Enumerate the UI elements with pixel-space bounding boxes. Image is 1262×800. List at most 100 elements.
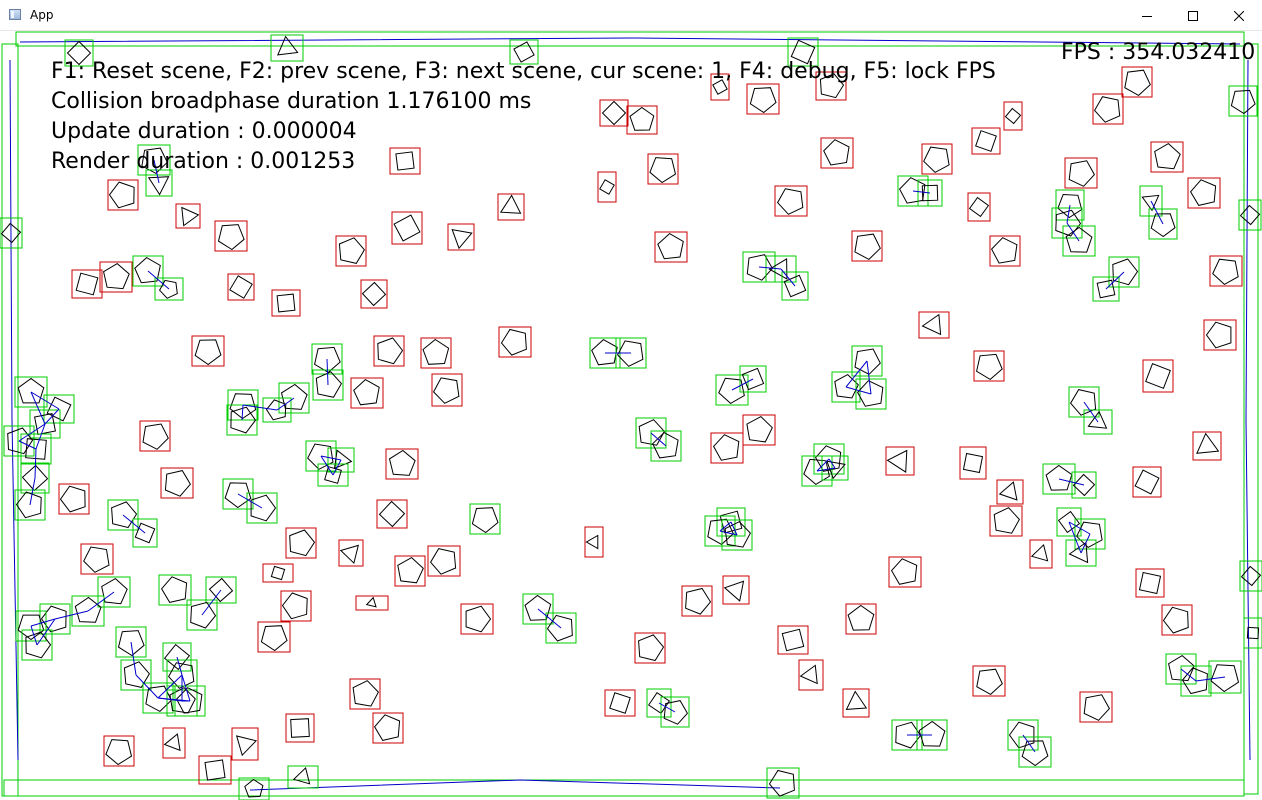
- body-aabb: [226, 404, 258, 436]
- contact-normal-line: [276, 397, 295, 411]
- body-pentagon-shape: [1181, 667, 1208, 695]
- body-pentagon-shape: [141, 147, 168, 175]
- body-aabb: [137, 144, 171, 176]
- body-aabb: [721, 519, 753, 551]
- contact-normal-line: [30, 391, 60, 410]
- body-aabb: [842, 688, 870, 718]
- body-pentagon-shape: [649, 157, 677, 184]
- body-aabb: [214, 220, 248, 252]
- body-pentagon-shape: [429, 548, 457, 575]
- body-aabb: [855, 378, 887, 410]
- body-pentagon-shape: [819, 73, 845, 99]
- body-pentagon-shape: [217, 224, 245, 251]
- body-aabb: [1092, 276, 1120, 302]
- body-triangle-shape: [181, 206, 200, 227]
- body-aabb: [285, 527, 317, 559]
- body-aabb: [498, 326, 532, 358]
- body-aabb: [317, 463, 349, 487]
- body-square-shape: [1004, 107, 1022, 125]
- contact-normal-line: [719, 530, 738, 536]
- body-pentagon-shape: [918, 720, 946, 747]
- body-aabb: [132, 518, 158, 548]
- body-pentagon-shape: [175, 687, 203, 714]
- body-pentagon-shape: [74, 596, 102, 623]
- contact-normal-line: [135, 674, 159, 699]
- body-aabb: [973, 350, 1005, 382]
- body-pentagon-shape: [1008, 721, 1035, 749]
- fps-counter: FPS : 354.032410: [1061, 40, 1256, 65]
- contact-normal-line: [153, 159, 160, 184]
- boundary-right-line: [1245, 59, 1251, 761]
- body-aabb: [1203, 319, 1237, 351]
- body-pentagon-shape: [923, 146, 950, 174]
- contact-normal-line: [816, 467, 836, 472]
- render-viewport[interactable]: F1: Reset scene, F2: prev scene, F3: nex…: [0, 31, 1262, 800]
- contact-normal-line: [845, 360, 868, 388]
- body-aabb: [469, 503, 501, 535]
- contact-normal-line: [176, 656, 183, 676]
- body-square-shape: [599, 179, 615, 195]
- body-aabb: [801, 455, 833, 487]
- contact-normal-line: [241, 404, 244, 421]
- body-aabb: [99, 261, 133, 293]
- maximize-button[interactable]: [1170, 0, 1216, 31]
- body-pentagon-shape: [142, 423, 169, 450]
- body-pentagon-shape: [373, 714, 401, 741]
- body-pentagon-shape: [895, 721, 922, 749]
- body-triangle-shape: [147, 176, 170, 196]
- body-triangle-shape: [799, 664, 818, 685]
- body-aabb: [394, 555, 426, 587]
- body-aabb: [1083, 409, 1113, 435]
- body-aabb: [80, 543, 114, 575]
- body-pentagon-shape: [724, 521, 752, 548]
- body-square-shape: [0, 222, 22, 244]
- body-aabb: [599, 99, 629, 127]
- hud-render-text: Render duration : 0.001253: [51, 149, 356, 174]
- body-aabb: [1150, 141, 1184, 173]
- body-aabb: [1228, 85, 1258, 117]
- body-aabb: [715, 374, 749, 406]
- body-pentagon-shape: [663, 700, 689, 725]
- body-pentagon-shape: [388, 449, 416, 476]
- body-aabb: [654, 231, 688, 263]
- contact-normal-line: [719, 521, 732, 532]
- body-triangle-shape: [826, 460, 846, 480]
- body-aabb: [174, 685, 206, 717]
- body-square-shape: [276, 293, 296, 313]
- body-aabb: [205, 576, 237, 604]
- body-pentagon-shape: [25, 631, 52, 659]
- body-pentagon-shape: [123, 661, 151, 688]
- contact-normal-line: [1083, 401, 1099, 423]
- body-aabb: [996, 479, 1024, 505]
- body-pentagon-shape: [432, 377, 460, 404]
- contact-normal-line: [658, 702, 676, 713]
- body-aabb: [781, 271, 809, 301]
- body-aabb: [1139, 185, 1163, 217]
- body-pentagon-shape: [353, 378, 380, 406]
- body-pentagon-shape: [352, 680, 380, 707]
- body-aabb: [14, 376, 48, 408]
- window-titlebar[interactable]: App: [0, 0, 1262, 31]
- body-aabb: [154, 277, 184, 301]
- boundary-bottom-line: [249, 779, 781, 791]
- body-pentagon-shape: [17, 377, 45, 404]
- window-title: App: [30, 8, 54, 22]
- body-square-shape: [134, 522, 156, 544]
- minimize-button[interactable]: [1124, 0, 1170, 31]
- body-aabb: [198, 755, 232, 785]
- body-aabb: [71, 269, 103, 299]
- body-aabb: [15, 610, 47, 642]
- body-square-shape: [290, 718, 310, 738]
- close-button[interactable]: [1216, 0, 1262, 31]
- body-pentagon-shape: [315, 371, 343, 398]
- body-pentagon-shape: [471, 507, 499, 534]
- body-aabb: [766, 767, 800, 799]
- body-pentagon-shape: [117, 630, 145, 657]
- body-pentagon-shape: [993, 507, 1021, 534]
- body-aabb: [391, 211, 423, 245]
- body-aabb: [650, 430, 682, 462]
- body-pentagon-shape: [707, 518, 734, 546]
- contact-normal-line: [29, 477, 36, 506]
- body-triangle-shape: [339, 544, 359, 565]
- body-pentagon-shape: [230, 406, 257, 434]
